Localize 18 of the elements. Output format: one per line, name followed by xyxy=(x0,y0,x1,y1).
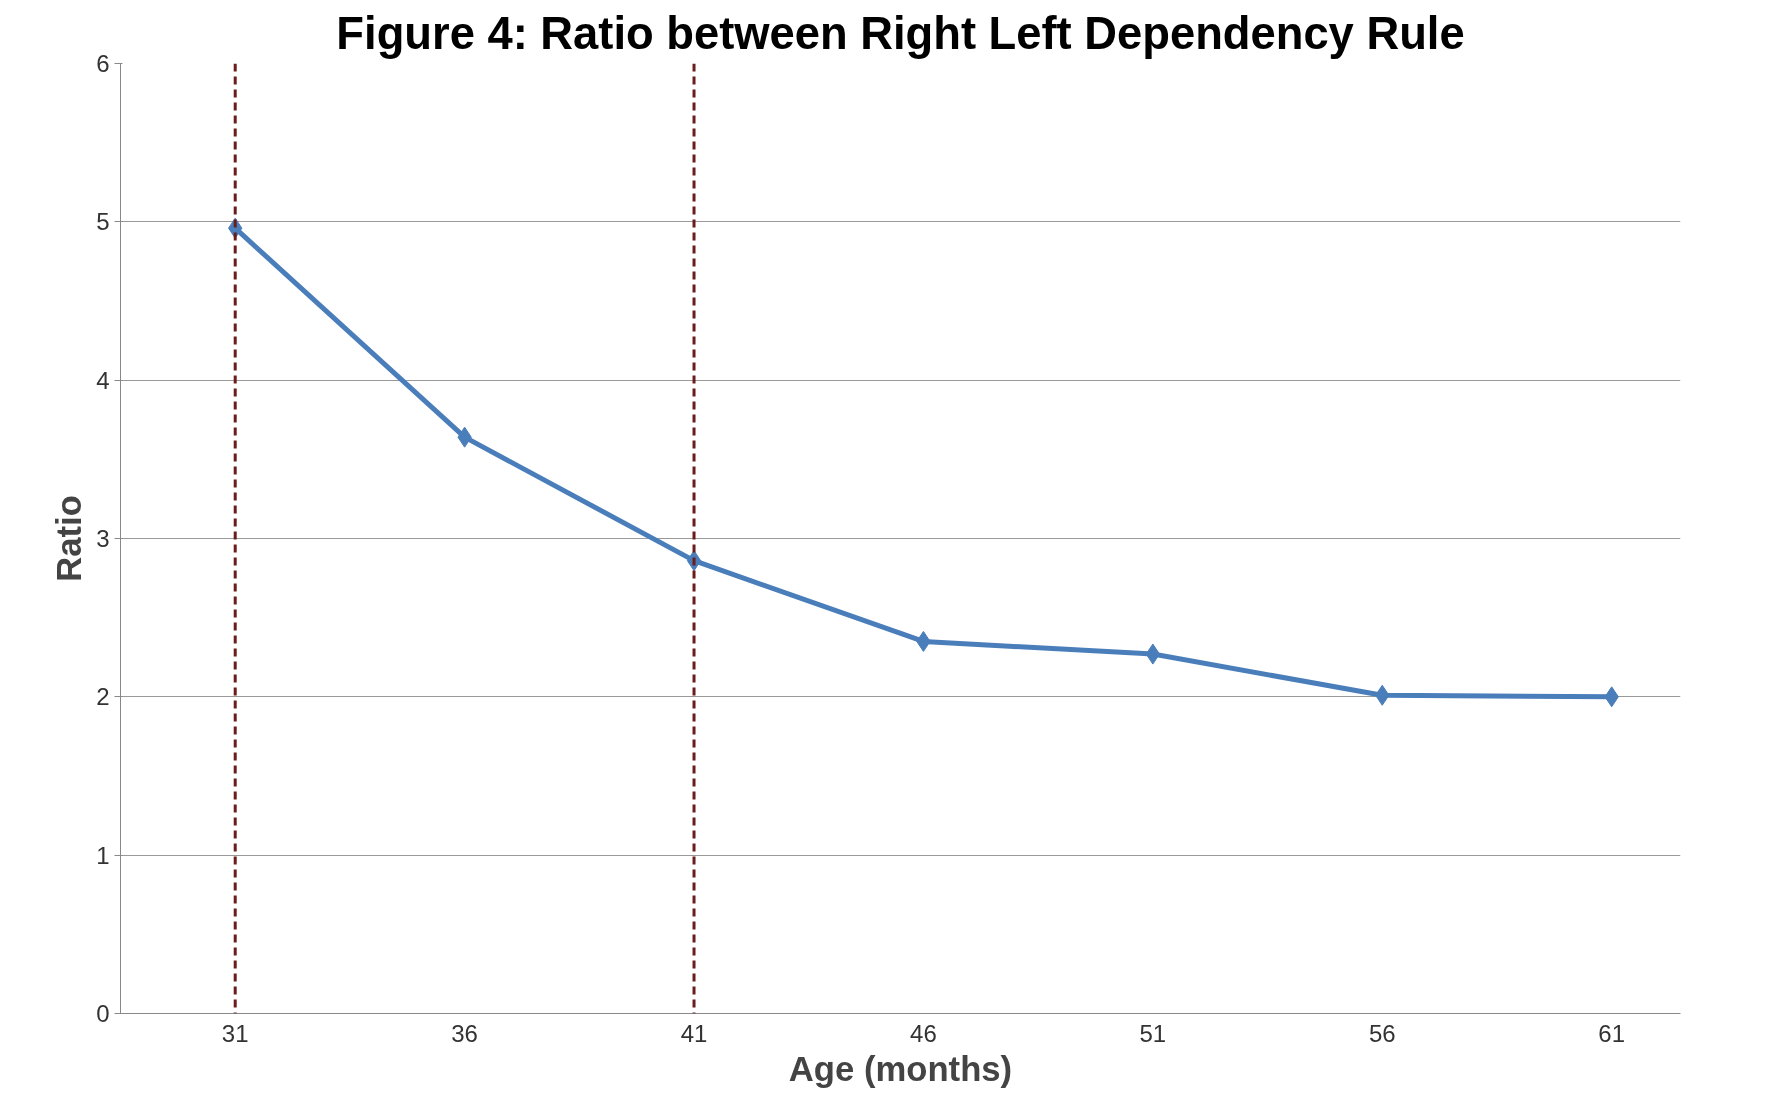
x-tick-label: 31 xyxy=(221,1019,249,1047)
y-tick-label: 6 xyxy=(96,50,110,77)
y-tick-label: 4 xyxy=(96,366,110,394)
x-tick-label: 56 xyxy=(1368,1019,1396,1047)
chart-title: Figure 4: Ratio between Right Left Dependency Rule xyxy=(336,7,1465,59)
x-tick-label: 41 xyxy=(680,1019,708,1047)
y-tick-label: 5 xyxy=(96,208,110,236)
y-axis-title: Ratio xyxy=(50,495,89,582)
x-axis-title: Age (months) xyxy=(788,1049,1013,1088)
y-tick-label: 3 xyxy=(96,525,110,552)
x-tick-label: 36 xyxy=(451,1019,478,1047)
y-tick-label: 2 xyxy=(96,683,110,711)
y-tick-label: 1 xyxy=(96,841,110,869)
y-tick-label: 0 xyxy=(96,1000,110,1027)
x-tick-label: 51 xyxy=(1139,1019,1167,1047)
x-tick-label: 61 xyxy=(1598,1019,1626,1047)
x-tick-label: 46 xyxy=(910,1019,937,1047)
point xyxy=(1145,643,1161,665)
